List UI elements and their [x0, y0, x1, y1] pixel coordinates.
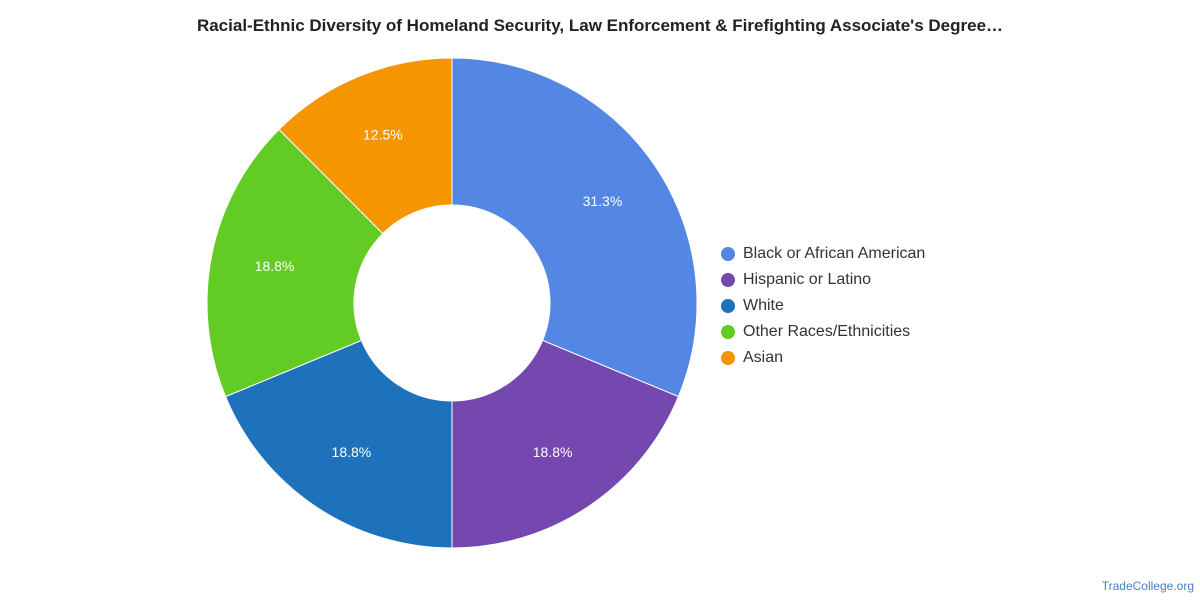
slice-hispanic-or-latino[interactable] — [451, 339, 680, 549]
chart-legend: Black or African American Hispanic or La… — [721, 241, 925, 371]
legend-swatch-asian — [721, 351, 735, 365]
legend-swatch-black-or-african-american — [721, 247, 735, 261]
legend-label: White — [743, 297, 784, 314]
legend-label: Hispanic or Latino — [743, 271, 872, 288]
slice-asian[interactable] — [278, 57, 453, 235]
legend-swatch-white — [721, 299, 735, 313]
legend-item-black-or-african-american[interactable]: Black or African American — [721, 241, 925, 267]
slice-value-label-white: 18.8% — [332, 444, 372, 460]
slice-value-label-black-or-african-american: 31.3% — [583, 193, 623, 209]
legend-item-asian[interactable]: Asian — [721, 345, 925, 371]
donut-slice-labels: 31.3% 18.8% 18.8% 18.8% 12.5% — [255, 126, 623, 460]
legend-label: Black or African American — [743, 245, 926, 262]
slice-black-or-african-american[interactable] — [451, 57, 698, 398]
slice-other-races-ethnicities[interactable] — [206, 128, 384, 398]
slice-value-label-other-races-ethnicities: 18.8% — [255, 258, 295, 274]
slice-value-label-asian: 12.5% — [363, 126, 403, 142]
slice-value-label-hispanic-or-latino: 18.8% — [533, 444, 573, 460]
legend-item-white[interactable]: White — [721, 293, 925, 319]
legend-label: Asian — [743, 349, 784, 366]
slice-white[interactable] — [224, 339, 453, 549]
legend-item-hispanic-or-latino[interactable]: Hispanic or Latino — [721, 267, 925, 293]
legend-swatch-other-races-ethnicities — [721, 325, 735, 339]
legend-item-other-races-ethnicities[interactable]: Other Races/Ethnicities — [721, 319, 925, 345]
chart-title: Racial-Ethnic Diversity of Homeland Secu… — [196, 16, 1004, 35]
source-credit-link[interactable]: TradeCollege.org — [1101, 579, 1194, 593]
legend-label: Other Races/Ethnicities — [743, 323, 911, 340]
legend-swatch-hispanic-or-latino — [721, 273, 735, 287]
donut-slices — [206, 57, 698, 549]
